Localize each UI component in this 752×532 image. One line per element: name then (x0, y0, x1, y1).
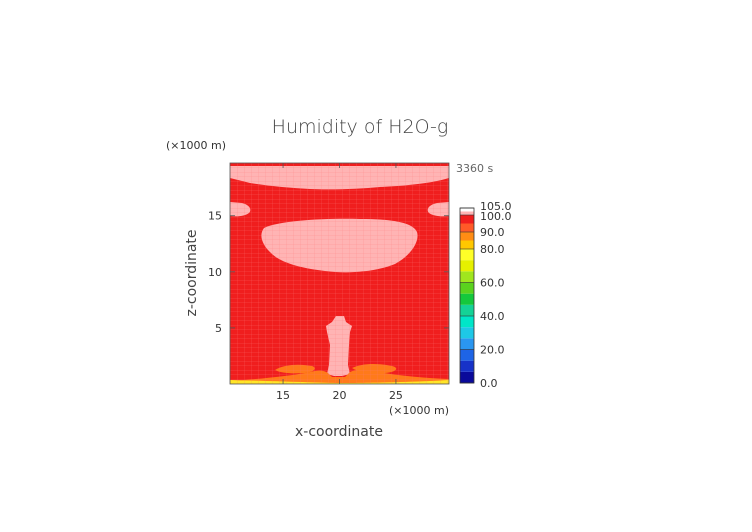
colorbar-label: 105.0 (480, 200, 512, 213)
colorbar-band (460, 293, 474, 305)
colorbar-label: 0.0 (480, 377, 498, 390)
colorbar-band (460, 240, 474, 249)
colorbar-band (460, 208, 474, 212)
y-axis-unit: (×1000 m) (166, 139, 226, 152)
colorbar-band (460, 304, 474, 316)
x-tick-label: 20 (333, 389, 347, 402)
x-axis-unit: (×1000 m) (389, 404, 449, 417)
colorbar-band (460, 211, 474, 215)
colorbar-label: 60.0 (480, 277, 505, 290)
colorbar-band (460, 282, 474, 294)
colorbar-band (460, 327, 474, 339)
x-tick-label: 15 (276, 389, 290, 402)
y-axis-label: z-coordinate (184, 229, 200, 316)
x-tick-label: 25 (389, 389, 403, 402)
colorbar-band (460, 349, 474, 361)
colorbar-band (460, 316, 474, 328)
chart-title: Humidity of H2O-g (272, 116, 449, 138)
x-axis-label: x-coordinate (295, 424, 383, 440)
y-axis-ticks: 5 10 15 (208, 210, 449, 335)
colorbar-label: 90.0 (480, 226, 505, 239)
colorbar-band (460, 223, 474, 232)
colorbar-band (460, 215, 474, 224)
x-axis-ticks: 15 20 25 (276, 163, 403, 402)
colorbar-band (460, 249, 474, 261)
colorbar-band (460, 360, 474, 372)
y-tick-label: 5 (215, 322, 222, 335)
colorbar-label: 100.0 (480, 210, 512, 223)
colorbar-label: 20.0 (480, 344, 505, 357)
heatmap-plot (230, 163, 449, 384)
y-tick-label: 10 (208, 266, 222, 279)
colorbar-band (460, 271, 474, 283)
time-label: 3360 s (456, 162, 493, 175)
colorbar-band (460, 371, 474, 383)
colorbar-band (460, 260, 474, 272)
colorbar-band (460, 338, 474, 350)
y-tick-label: 15 (208, 210, 222, 223)
grid-overlay (230, 163, 449, 384)
colorbar-label: 80.0 (480, 243, 505, 256)
colorbar-band (460, 232, 474, 241)
colorbar-label: 40.0 (480, 310, 505, 323)
